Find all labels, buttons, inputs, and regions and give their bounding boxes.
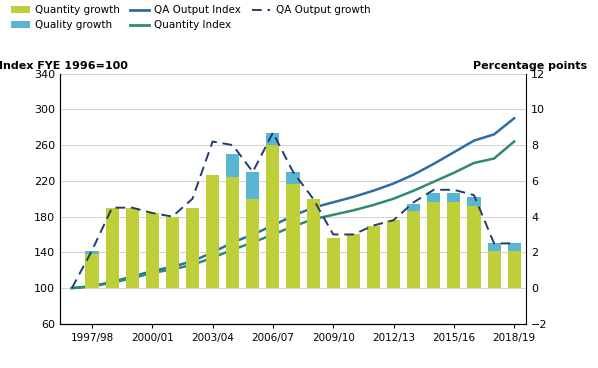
Text: Index FYE 1996=100: Index FYE 1996=100 xyxy=(0,61,128,71)
Bar xyxy=(447,193,460,202)
Bar xyxy=(508,243,521,251)
Bar xyxy=(286,184,300,288)
Legend: Quantity growth, Quality growth, QA Output Index, Quantity Index, QA Output grow: Quantity growth, Quality growth, QA Outp… xyxy=(11,5,370,31)
Bar xyxy=(186,208,199,288)
Bar xyxy=(427,193,440,202)
Bar xyxy=(447,202,460,288)
Bar xyxy=(166,217,179,288)
Bar xyxy=(86,254,99,288)
Bar xyxy=(146,213,159,288)
Bar xyxy=(206,176,219,288)
Bar xyxy=(367,226,380,288)
Bar xyxy=(86,251,99,254)
Bar xyxy=(307,199,320,288)
Bar xyxy=(226,154,239,177)
Bar xyxy=(266,145,279,288)
Bar xyxy=(347,234,360,288)
Bar xyxy=(226,177,239,288)
Text: Percentage points: Percentage points xyxy=(473,61,587,71)
Bar xyxy=(387,220,400,288)
Bar xyxy=(487,243,501,251)
Bar xyxy=(246,172,260,199)
Bar xyxy=(468,206,481,288)
Bar xyxy=(246,199,260,288)
Bar xyxy=(126,208,139,288)
Bar xyxy=(105,208,118,288)
Bar xyxy=(487,251,501,288)
Bar xyxy=(468,197,481,206)
Bar xyxy=(407,204,420,211)
Bar xyxy=(508,251,521,288)
Bar xyxy=(266,132,279,145)
Bar xyxy=(427,202,440,288)
Bar xyxy=(327,238,340,288)
Bar xyxy=(286,172,300,184)
Bar xyxy=(407,211,420,288)
